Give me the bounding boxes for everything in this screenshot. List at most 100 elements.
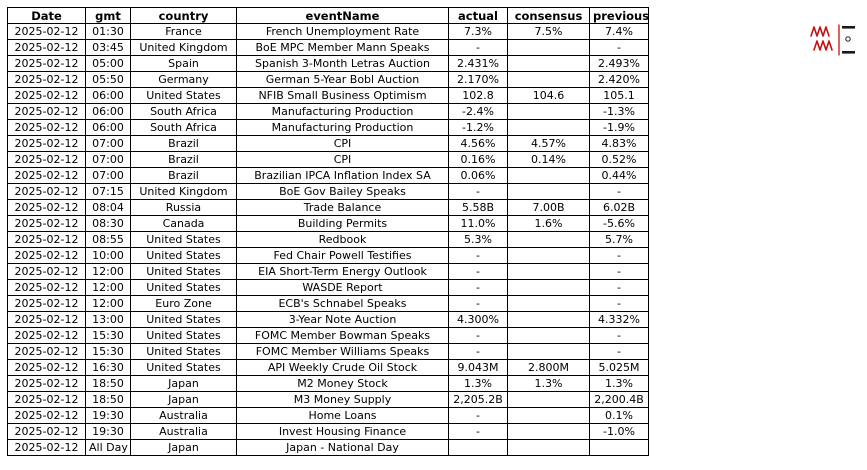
cell-date: 2025-02-12 — [7, 247, 86, 264]
cell-actual: - — [448, 39, 508, 56]
cell-consensus — [507, 263, 590, 280]
header-row: Date gmt country eventName actual consensus pr… — [7, 7, 649, 24]
cell-country: France — [130, 23, 237, 40]
cell-gmt: 12:00 — [85, 263, 131, 280]
cell-previous: 0.1% — [589, 407, 649, 424]
cell-eventname: CPI — [236, 151, 449, 168]
cell-gmt: 06:00 — [85, 103, 131, 120]
table-row: 2025-02-12 08:04 Russia Trade Balance 5.58B 7… — [7, 199, 649, 216]
cell-eventname: Spanish 3-Month Letras Auction — [236, 55, 449, 72]
cell-consensus: 7.00B — [507, 199, 590, 216]
cell-eventname: BoE MPC Member Mann Speaks — [236, 39, 449, 56]
cell-consensus — [507, 71, 590, 88]
table-row: 2025-02-12 15:30 United States FOMC Member … — [7, 343, 649, 360]
cell-actual: -2.4% — [448, 103, 508, 120]
cell-country: United States — [130, 343, 237, 360]
cell-previous: 2,200.4B — [589, 391, 649, 408]
cell-country: Russia — [130, 199, 237, 216]
cell-country: South Africa — [130, 103, 237, 120]
cell-gmt: 05:50 — [85, 71, 131, 88]
table-row: 2025-02-12 05:50 Germany German 5-Year Bobl… — [7, 71, 649, 88]
cell-eventname: M3 Money Supply — [236, 391, 449, 408]
cell-date: 2025-02-12 — [7, 423, 86, 440]
table-row: 2025-02-12 05:00 Spain Spanish 3-Month Letr… — [7, 55, 649, 72]
cell-eventname: Manufacturing Production — [236, 119, 449, 136]
cell-gmt: 07:00 — [85, 151, 131, 168]
cell-eventname: Trade Balance — [236, 199, 449, 216]
cell-actual: 7.3% — [448, 23, 508, 40]
brand-logo-icon — [810, 24, 855, 56]
cell-date: 2025-02-12 — [7, 87, 86, 104]
cell-country: United States — [130, 327, 237, 344]
cell-actual: - — [448, 295, 508, 312]
cell-consensus — [507, 295, 590, 312]
cell-country: United Kingdom — [130, 183, 237, 200]
table-row: 2025-02-12 07:00 Brazil Brazilian IPCA Infl… — [7, 167, 649, 184]
cell-previous — [589, 439, 649, 456]
cell-eventname: Invest Housing Finance — [236, 423, 449, 440]
cell-previous: - — [589, 183, 649, 200]
cell-gmt: 08:04 — [85, 199, 131, 216]
cell-previous: 0.44% — [589, 167, 649, 184]
cell-eventname: FOMC Member Bowman Speaks — [236, 327, 449, 344]
cell-actual: 0.16% — [448, 151, 508, 168]
cell-country: Euro Zone — [130, 295, 237, 312]
table-row: 2025-02-12 07:00 Brazil CPI 4.56% 4.57% 4.83% — [7, 135, 649, 152]
cell-previous: - — [589, 343, 649, 360]
cell-eventname: WASDE Report — [236, 279, 449, 296]
cell-country: United States — [130, 279, 237, 296]
cell-actual: 5.58B — [448, 199, 508, 216]
cell-eventname: BoE Gov Bailey Speaks — [236, 183, 449, 200]
cell-gmt: 06:00 — [85, 87, 131, 104]
cell-consensus — [507, 279, 590, 296]
cell-country: Australia — [130, 407, 237, 424]
cell-consensus — [507, 39, 590, 56]
cell-previous: - — [589, 39, 649, 56]
table-row: 2025-02-12 15:30 United States FOMC Member … — [7, 327, 649, 344]
cell-eventname: Fed Chair Powell Testifies — [236, 247, 449, 264]
table-row: 2025-02-12 06:00 South Africa Manufacturing… — [7, 119, 649, 136]
cell-country: South Africa — [130, 119, 237, 136]
cell-country: United States — [130, 359, 237, 376]
cell-actual: - — [448, 423, 508, 440]
cell-gmt: 15:30 — [85, 343, 131, 360]
cell-date: 2025-02-12 — [7, 311, 86, 328]
cell-consensus — [507, 391, 590, 408]
brand-logo — [809, 22, 859, 60]
cell-country: United Kingdom — [130, 39, 237, 56]
cell-date: 2025-02-12 — [7, 375, 86, 392]
cell-actual: 9.043M — [448, 359, 508, 376]
cell-eventname: API Weekly Crude Oil Stock — [236, 359, 449, 376]
cell-actual: - — [448, 343, 508, 360]
cell-consensus — [507, 423, 590, 440]
cell-gmt: 07:00 — [85, 135, 131, 152]
cell-previous: 7.4% — [589, 23, 649, 40]
cell-actual: - — [448, 247, 508, 264]
table-row: 2025-02-12 18:50 Japan M3 Money Supply 2,205… — [7, 391, 649, 408]
column-header-eventname: eventName — [236, 7, 449, 24]
cell-date: 2025-02-12 — [7, 263, 86, 280]
cell-country: Germany — [130, 71, 237, 88]
cell-eventname: EIA Short-Term Energy Outlook — [236, 263, 449, 280]
column-header-actual: actual — [448, 7, 508, 24]
cell-gmt: 03:45 — [85, 39, 131, 56]
cell-actual: 2.170% — [448, 71, 508, 88]
cell-consensus — [507, 327, 590, 344]
cell-consensus: 2.800M — [507, 359, 590, 376]
cell-previous: - — [589, 247, 649, 264]
cell-gmt: 16:30 — [85, 359, 131, 376]
cell-gmt: 19:30 — [85, 407, 131, 424]
cell-previous: - — [589, 263, 649, 280]
cell-consensus — [507, 439, 590, 456]
cell-gmt: 01:30 — [85, 23, 131, 40]
cell-country: Canada — [130, 215, 237, 232]
cell-consensus: 1.6% — [507, 215, 590, 232]
cell-consensus: 0.14% — [507, 151, 590, 168]
cell-actual: 102.8 — [448, 87, 508, 104]
cell-eventname: German 5-Year Bobl Auction — [236, 71, 449, 88]
table-body: 2025-02-12 01:30 France French Unemployment… — [7, 23, 649, 456]
cell-previous: - — [589, 327, 649, 344]
cell-actual: 2,205.2B — [448, 391, 508, 408]
cell-eventname: Redbook — [236, 231, 449, 248]
column-header-consensus: consensus — [507, 7, 590, 24]
